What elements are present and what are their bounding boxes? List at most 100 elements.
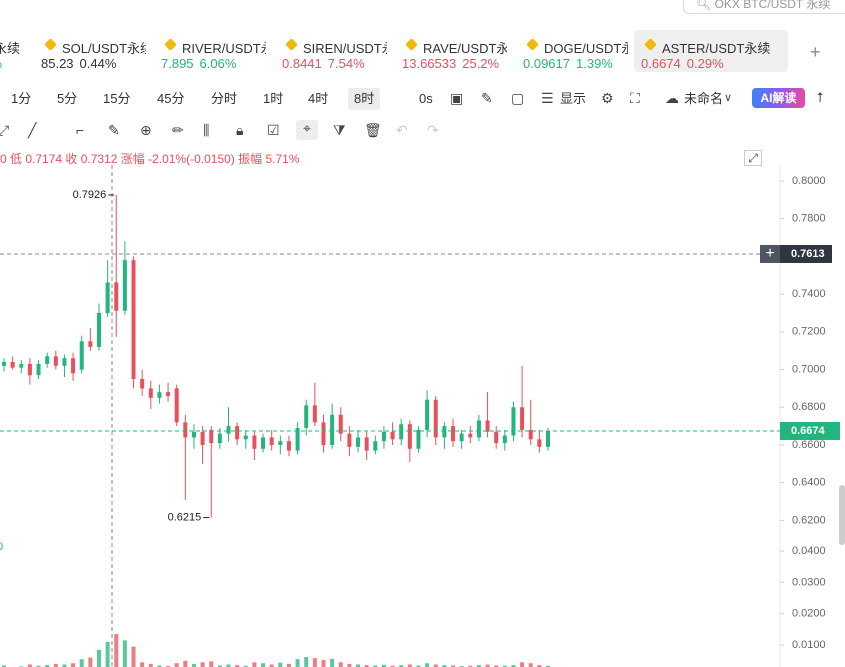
y-tick-label: 0.7000 [792, 363, 826, 375]
candle-body [140, 378, 145, 389]
volume-bar [36, 665, 41, 667]
tab-quote: 0.09617 1.39% [523, 56, 613, 71]
candle-body [166, 392, 171, 396]
high-label: 0.7926 [73, 189, 107, 201]
interval[interactable]: 15分 [103, 91, 131, 106]
tab-price: 13.66533 [402, 56, 457, 71]
volume-bar [27, 664, 32, 667]
candle-body [10, 362, 15, 368]
volume-bar [2, 665, 6, 667]
volume-bar [321, 660, 326, 667]
tab-change: 0.44% [79, 56, 117, 71]
tool[interactable]: ⌐ [76, 122, 85, 138]
volume-bar [330, 658, 335, 667]
camera-icon[interactable]: ▣ [450, 90, 464, 106]
interval[interactable]: 5分 [57, 91, 78, 106]
candle-body [338, 414, 343, 434]
tool[interactable]: 🔒︎ [236, 122, 244, 138]
tool[interactable]: ☑ [267, 122, 280, 138]
layout-name[interactable]: 未命名 [684, 91, 724, 106]
tool[interactable]: ✎ [108, 122, 120, 138]
interval[interactable]: 1时 [263, 91, 284, 106]
volume-bar [200, 662, 205, 667]
candle-body [269, 437, 274, 445]
candle-body [114, 282, 119, 311]
volume-bar [451, 665, 456, 667]
cloud-icon[interactable]: ☁ [665, 90, 679, 106]
candle-body [425, 399, 430, 430]
tab[interactable]: T永续05% [0, 30, 88, 72]
tab-price: 0.09617 [523, 56, 570, 71]
candle-body [105, 282, 110, 313]
candle-body [416, 429, 421, 449]
candle-body [364, 437, 369, 451]
add-tab[interactable]: + [810, 42, 821, 62]
volume-bar [485, 664, 490, 667]
interval[interactable]: 分时 [211, 91, 238, 106]
volume-bar [407, 664, 412, 667]
tab[interactable]: SOL/USDT永续 85.23 0.44% [41, 30, 164, 72]
tool[interactable]: 🗑︎ [364, 122, 382, 138]
interval[interactable]: 45分 [157, 91, 185, 106]
y-tick-label: 0.7200 [792, 326, 826, 338]
volume-bar [381, 664, 386, 667]
frame-icon[interactable]: ▢ [511, 90, 525, 106]
redo[interactable]: ↷ [427, 122, 439, 138]
tab[interactable]: RIVER/USDT永续7.895 6.06% [161, 30, 284, 72]
volume-bar [157, 665, 162, 667]
volume-bar [295, 659, 300, 667]
interval[interactable]: 1分 [11, 91, 32, 106]
volume-bar [45, 665, 50, 667]
volume-bar [304, 656, 309, 667]
candle-body [295, 427, 300, 451]
candle-body [174, 388, 179, 423]
volume-bar [442, 665, 447, 667]
tool[interactable]: ⌖ [296, 120, 318, 140]
volume-bar [79, 659, 84, 667]
search-text: OKX BTC/USDT 永续 [714, 0, 831, 11]
tool[interactable]: ⤢ [0, 122, 10, 138]
volume-bar [373, 665, 378, 667]
volume-bar [528, 663, 533, 667]
expand-icon[interactable]: ⤢ [744, 150, 762, 166]
candle-body [200, 431, 205, 445]
settings-icon[interactable]: ⚙ [601, 90, 614, 106]
tool[interactable]: ✏ [172, 122, 184, 138]
tool[interactable]: ⧩ [333, 122, 346, 138]
tab[interactable]: ASTER/USDT永续 0.6674 0.29% [634, 30, 788, 72]
display-button[interactable]: 显示 [560, 91, 587, 106]
candle-body [520, 407, 525, 430]
tool[interactable]: ⫼ [203, 122, 210, 138]
candle-body [183, 422, 188, 438]
scrollbar[interactable] [839, 485, 845, 545]
undo[interactable]: ↶ [396, 122, 408, 138]
tab-change: 1.39% [576, 56, 613, 71]
volume-bar [235, 665, 240, 667]
volume-bar [131, 646, 136, 667]
volume-bar [114, 634, 119, 667]
volume-bar [286, 663, 291, 667]
pen-icon[interactable]: ✎ [481, 90, 493, 106]
candle-body [252, 435, 257, 449]
list-icon[interactable]: ☰ [541, 90, 554, 106]
tool[interactable]: ╱ [28, 122, 37, 138]
search-box[interactable]: 🔍︎ OKX BTC/USDT 永续 [683, 0, 845, 14]
fullscreen-icon[interactable]: ⛶ [630, 90, 640, 106]
interval[interactable]: 4时 [308, 91, 329, 106]
share-icon[interactable]: ⭡ [817, 89, 824, 105]
y2-tick-label: 0.0300 [792, 576, 826, 588]
candle-body [330, 414, 335, 445]
interval[interactable]: 8时 [348, 88, 381, 110]
tab[interactable]: RAVE/USDT永续13.66533 25.2% [402, 30, 525, 72]
volume-bar [546, 665, 550, 667]
volume-bar [476, 665, 481, 667]
candle-body [312, 405, 317, 423]
tool[interactable]: ⊕ [140, 122, 152, 138]
ai-button[interactable]: AI解读 [752, 88, 805, 108]
crosshair-label: 0.7613 [791, 248, 825, 260]
tab-change: 05% [0, 56, 2, 71]
candle-body [243, 435, 248, 440]
